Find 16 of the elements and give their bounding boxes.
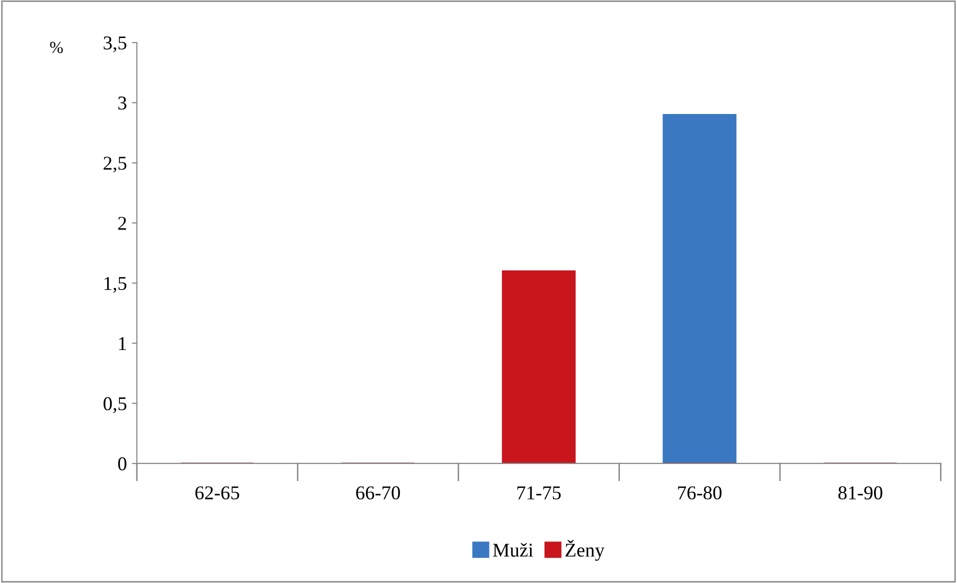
y-tick-label: 1,5 xyxy=(104,277,126,293)
y-tick-label: 2,5 xyxy=(104,156,126,173)
y-tick-label: 3,5 xyxy=(104,36,126,52)
y-tick-label: 2 xyxy=(118,216,126,230)
x-tick-label: 62-65 xyxy=(195,486,240,500)
x-tick-label: 66-70 xyxy=(356,486,400,500)
y-tick-label: 0 xyxy=(118,457,126,470)
y-axis-title: % xyxy=(50,42,63,54)
y-tick-label: 3 xyxy=(118,96,126,110)
legend-label: Ženy xyxy=(566,540,604,561)
y-tick-label: 0,5 xyxy=(104,397,126,414)
legend-label: Muži xyxy=(493,543,534,557)
x-tick-label: 81-90 xyxy=(838,486,882,500)
x-tick-label: 71-75 xyxy=(517,486,561,500)
y-tick-label: 1 xyxy=(119,337,126,350)
x-tick-label: 76-80 xyxy=(678,486,722,500)
